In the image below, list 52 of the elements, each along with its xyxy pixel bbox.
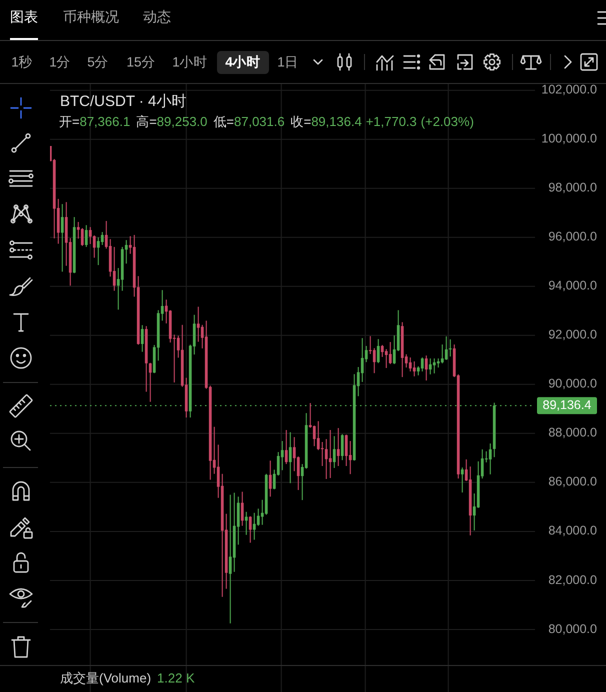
candlestick xyxy=(384,348,388,368)
text: 开=87,366.1 高=89,253.0 低=87,031.6 收=89,136.4 +1,770.3 (+2.03%) xyxy=(59,114,474,130)
candlestick xyxy=(196,306,200,342)
candlestick xyxy=(332,436,336,468)
candlestick xyxy=(340,434,344,461)
y-tick-label: 98,000.0 xyxy=(548,180,598,195)
candlestick xyxy=(436,358,440,368)
candlestick xyxy=(320,442,324,467)
y-tick-label: 88,000.0 xyxy=(548,426,598,440)
text: 1小时 xyxy=(172,54,208,70)
candlestick xyxy=(440,344,444,364)
candlestick xyxy=(372,348,376,374)
candlestick xyxy=(284,429,288,465)
y-tick-label: 84,000.0 xyxy=(548,524,598,538)
y-tick-label: 100,000.0 xyxy=(541,132,598,146)
candlestick xyxy=(432,358,436,374)
text: 成交量(Volume) xyxy=(60,670,152,686)
candlestick xyxy=(228,494,232,624)
candlestick xyxy=(248,516,252,544)
ref-line-label: 89,136.4 xyxy=(542,398,592,412)
candlestick xyxy=(312,425,316,447)
text: 币种概况 xyxy=(63,8,119,25)
candlestick xyxy=(336,428,340,467)
candlestick xyxy=(288,432,292,484)
y-tick-label: 90,000.0 xyxy=(548,376,598,391)
candlestick xyxy=(448,338,452,357)
y-tick-label: 80,000.0 xyxy=(548,622,598,636)
text: 1.22 K xyxy=(157,670,195,686)
candlestick xyxy=(460,466,464,493)
text: 4小时 xyxy=(225,54,261,70)
text: 动态 xyxy=(143,8,171,25)
candlestick xyxy=(328,429,332,479)
text: 1分 xyxy=(49,54,71,70)
candlestick xyxy=(80,228,84,246)
y-tick-label: 82,000.0 xyxy=(548,572,598,587)
text: 1日 xyxy=(277,54,299,70)
text: 图表 xyxy=(10,8,38,25)
y-tick-label: 94,000.0 xyxy=(548,278,598,293)
y-tick-label: 96,000.0 xyxy=(548,230,598,244)
text: 1秒 xyxy=(11,54,33,70)
candlestick xyxy=(412,360,416,377)
text: 5分 xyxy=(87,54,109,70)
text: BTC/USDT · 4小时 xyxy=(60,92,186,110)
candlestick xyxy=(344,434,348,467)
y-tick-label: 102,000.0 xyxy=(541,82,598,97)
candlestick xyxy=(140,324,144,352)
candlestick xyxy=(84,224,88,248)
candlestick xyxy=(244,511,248,536)
text: 15分 xyxy=(126,54,156,70)
candlestick xyxy=(268,460,272,498)
y-tick-label: 86,000.0 xyxy=(548,474,598,489)
y-tick-label: 92,000.0 xyxy=(548,328,598,342)
